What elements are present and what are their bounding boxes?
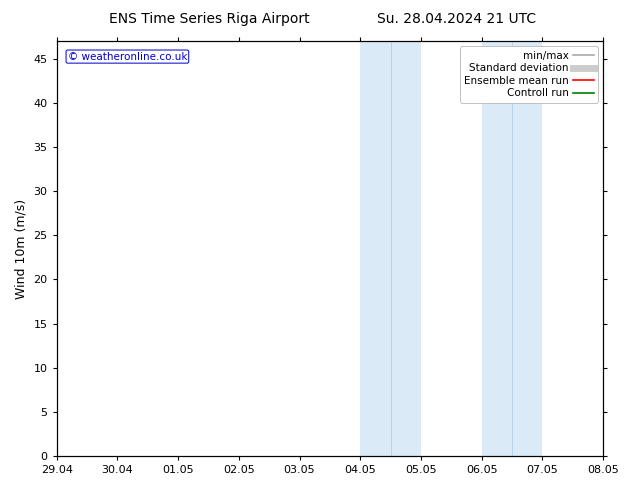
Bar [391, 41, 421, 456]
Text: Su. 28.04.2024 21 UTC: Su. 28.04.2024 21 UTC [377, 12, 536, 26]
Legend: min/max, Standard deviation, Ensemble mean run, Controll run: min/max, Standard deviation, Ensemble me… [460, 47, 598, 102]
Bar [360, 41, 391, 456]
Bar [482, 41, 512, 456]
Y-axis label: Wind 10m (m/s): Wind 10m (m/s) [15, 198, 28, 299]
Bar [512, 41, 543, 456]
Text: © weatheronline.co.uk: © weatheronline.co.uk [68, 51, 187, 62]
Text: ENS Time Series Riga Airport: ENS Time Series Riga Airport [109, 12, 309, 26]
